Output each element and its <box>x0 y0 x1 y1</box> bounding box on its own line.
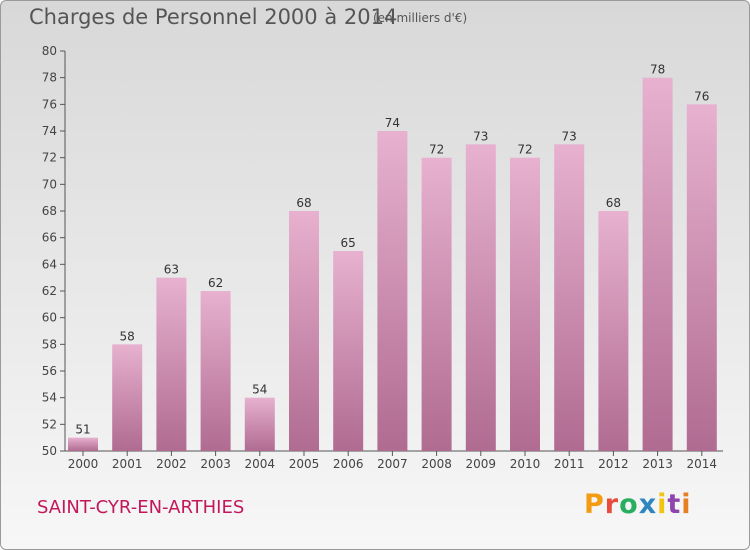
logo-letter: P <box>584 489 605 520</box>
y-tick-label: 72 <box>42 151 57 165</box>
x-tick-label: 2007 <box>377 457 408 471</box>
bar <box>244 397 275 451</box>
commune-name: SAINT-CYR-EN-ARTHIES <box>37 497 245 518</box>
bar <box>156 277 187 451</box>
x-tick-label: 2006 <box>333 457 364 471</box>
data-label: 73 <box>562 129 577 143</box>
data-label: 74 <box>385 116 400 130</box>
data-label: 72 <box>517 143 532 157</box>
y-tick-label: 66 <box>42 231 57 245</box>
data-label: 65 <box>341 236 356 250</box>
y-tick-label: 64 <box>42 257 57 271</box>
bar <box>200 291 231 451</box>
x-tick-label: 2013 <box>642 457 673 471</box>
x-tick-label: 2008 <box>421 457 452 471</box>
logo-letter: i <box>681 489 692 520</box>
bar <box>112 344 143 451</box>
data-label: 62 <box>208 276 223 290</box>
x-tick-label: 2010 <box>510 457 541 471</box>
x-tick-label: 2002 <box>156 457 187 471</box>
logo-letter: t <box>667 489 682 520</box>
bar <box>68 437 98 451</box>
y-tick-label: 68 <box>42 204 57 218</box>
bar <box>289 211 319 451</box>
data-label: 54 <box>252 383 267 397</box>
x-tick-label: 2012 <box>598 457 629 471</box>
logo-letter: o <box>619 489 639 520</box>
y-tick-label: 50 <box>42 444 57 458</box>
y-tick-label: 56 <box>42 364 57 378</box>
x-tick-label: 2004 <box>245 457 276 471</box>
y-tick-label: 76 <box>42 97 57 111</box>
x-tick-label: 2003 <box>200 457 231 471</box>
bar <box>465 144 496 452</box>
chart-title: Charges de Personnel 2000 à 2014 <box>29 5 398 29</box>
bar <box>377 131 408 451</box>
x-tick-label: 2014 <box>687 457 718 471</box>
y-tick-label: 70 <box>42 177 57 191</box>
data-label: 72 <box>429 143 444 157</box>
x-tick-label: 2005 <box>289 457 320 471</box>
y-tick-label: 54 <box>42 391 57 405</box>
y-tick-label: 80 <box>42 44 57 58</box>
x-tick-label: 2011 <box>554 457 585 471</box>
data-label: 58 <box>120 329 135 343</box>
y-tick-label: 58 <box>42 337 57 351</box>
data-label: 68 <box>606 196 621 210</box>
y-tick-label: 74 <box>42 124 57 138</box>
logo-letter: x <box>638 489 658 520</box>
bar <box>333 251 364 451</box>
x-tick-label: 2001 <box>112 457 143 471</box>
y-tick-label: 60 <box>42 311 57 325</box>
chart-subtitle: (en milliers d'€) <box>373 11 468 25</box>
y-tick-label: 78 <box>42 71 57 85</box>
y-tick-label: 52 <box>42 417 57 431</box>
proxiti-logo[interactable]: Proxiti <box>584 489 692 520</box>
bar <box>598 211 629 451</box>
data-label: 68 <box>296 196 311 210</box>
data-label: 78 <box>650 63 665 77</box>
y-tick-label: 62 <box>42 284 57 298</box>
logo-letter: i <box>657 489 668 520</box>
bar <box>421 157 452 451</box>
bar <box>554 144 585 452</box>
x-tick-label: 2009 <box>466 457 497 471</box>
data-label: 63 <box>164 263 179 277</box>
bar <box>686 104 717 451</box>
data-label: 51 <box>75 423 90 437</box>
data-label: 76 <box>694 89 709 103</box>
x-tick-label: 2000 <box>68 457 99 471</box>
data-label: 73 <box>473 129 488 143</box>
bar <box>510 157 540 451</box>
bar <box>642 77 673 452</box>
logo-letter: r <box>604 489 620 520</box>
